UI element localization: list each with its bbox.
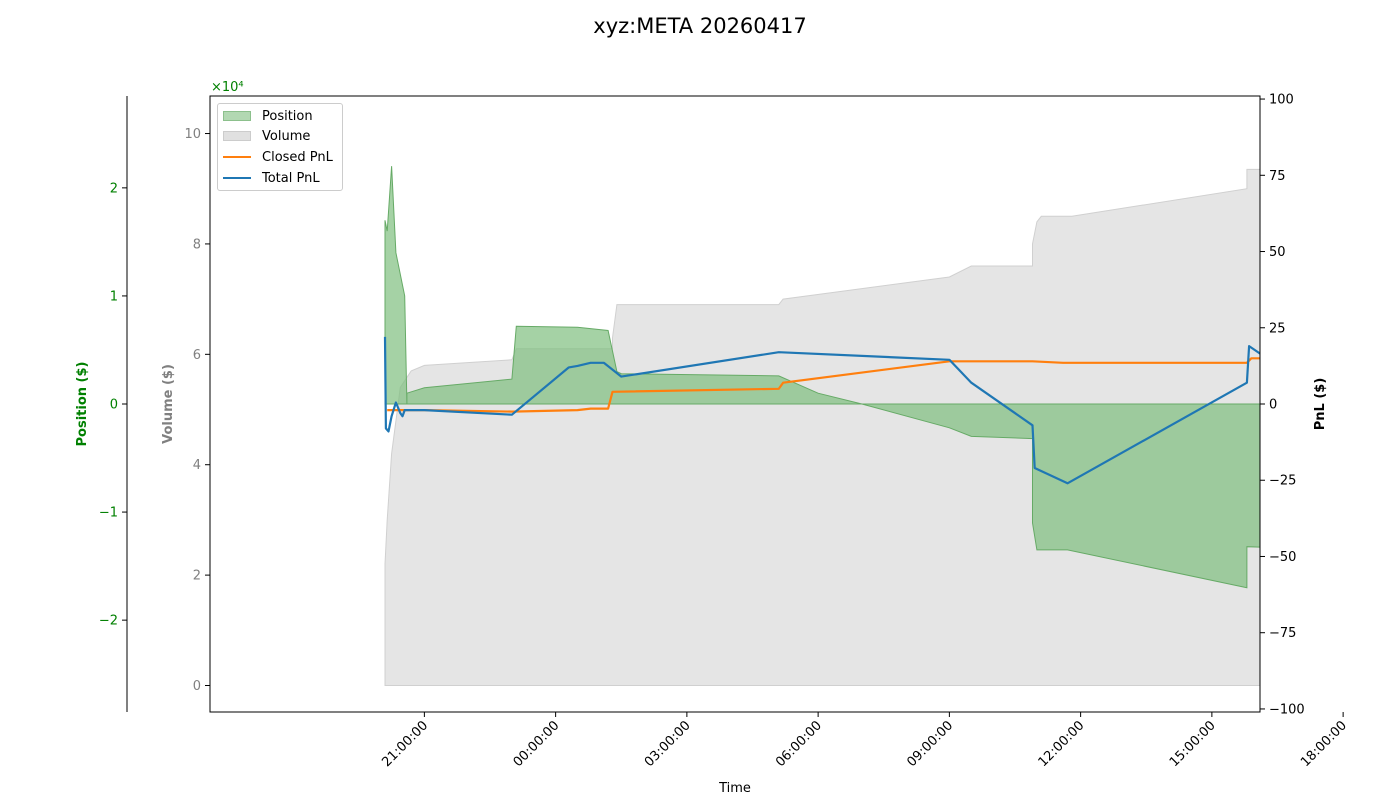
position-tick-label: 2 [110, 181, 118, 196]
pnl-tick-label: −25 [1269, 474, 1296, 489]
legend-entry-total-pnl: Total PnL [223, 170, 320, 186]
x-tick-label: 06:00:00 [773, 718, 825, 770]
pnl-tick-label: −75 [1269, 626, 1296, 641]
legend-entry-closed-pnl: Closed PnL [223, 149, 333, 165]
volume-tick-label: 2 [193, 569, 201, 584]
volume-tick-label: 8 [193, 237, 201, 252]
position-tick-label: 1 [110, 289, 118, 304]
x-tick-label: 03:00:00 [642, 718, 694, 770]
volume-axis: 0 2 4 6 8 10 [184, 127, 210, 694]
x-axis: 21:00:00 00:00:00 03:00:00 06:00:00 09:00:00… [379, 712, 1350, 770]
legend-line-total-pnl [223, 177, 251, 179]
volume-tick-label: 4 [193, 458, 201, 473]
legend-entry-position: Position [223, 108, 313, 124]
x-axis-label: Time [718, 781, 751, 796]
legend-label-position: Position [262, 108, 313, 124]
pnl-tick-label: 75 [1269, 169, 1286, 184]
x-tick-label: 21:00:00 [379, 718, 431, 770]
pnl-tick-label: 25 [1269, 321, 1286, 336]
series-closed-pnl-line [387, 357, 1260, 413]
volume-tick-label: 6 [193, 348, 201, 363]
x-tick-label: 00:00:00 [511, 718, 563, 770]
pnl-tick-label: −100 [1269, 702, 1305, 717]
series-volume-area [384, 168, 1260, 686]
legend-swatch-position [223, 111, 251, 121]
volume-tick-label: 0 [193, 679, 201, 694]
x-tick-label: 15:00:00 [1167, 718, 1219, 770]
pnl-tick-label: 100 [1269, 93, 1294, 108]
legend-label-volume: Volume [262, 128, 311, 144]
series-total-pnl-line [383, 336, 1260, 485]
plot-areas [384, 166, 1260, 686]
volume-tick-label: 10 [184, 127, 201, 142]
volume-axis-label: Volume ($) [161, 364, 176, 444]
legend-swatch-volume [223, 131, 251, 141]
position-tick-label: −1 [99, 506, 118, 521]
legend-line-closed-pnl [223, 156, 251, 158]
chart-title: xyz:META 20260417 [593, 14, 806, 38]
legend: Position Volume Closed PnL Total PnL [217, 103, 343, 191]
position-axis: −2 −1 0 1 2 [99, 181, 127, 629]
x-tick-label: 09:00:00 [904, 718, 956, 770]
x-tick-label: 12:00:00 [1036, 718, 1088, 770]
legend-label-closed-pnl: Closed PnL [262, 149, 333, 165]
position-scale-label: ×10⁴ [211, 80, 244, 95]
legend-entry-volume: Volume [223, 128, 310, 144]
position-axis-label: Position ($) [75, 362, 90, 447]
legend-label-total-pnl: Total PnL [262, 170, 320, 186]
pnl-tick-label: 50 [1269, 245, 1286, 260]
position-tick-label: −2 [99, 614, 118, 629]
pnl-tick-label: 0 [1269, 398, 1277, 413]
x-tick-label: 18:00:00 [1298, 718, 1350, 770]
position-tick-label: 0 [110, 398, 118, 413]
plot-lines [383, 336, 1260, 485]
pnl-axis: −100 −75 −50 −25 0 25 50 75 100 [1260, 93, 1305, 717]
pnl-tick-label: −50 [1269, 550, 1296, 565]
series-position-area [384, 166, 1260, 589]
pnl-axis-label: PnL ($) [1313, 378, 1328, 431]
